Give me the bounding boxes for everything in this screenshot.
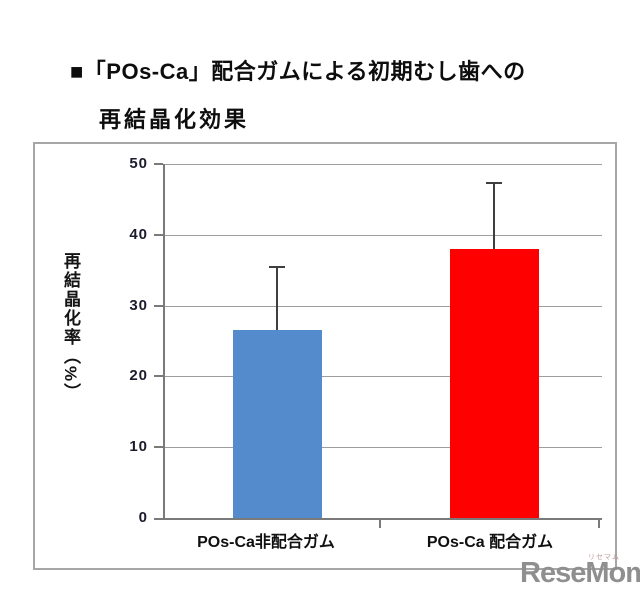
bar [232, 330, 322, 518]
y-axis-tick [154, 305, 163, 307]
bar [449, 249, 539, 518]
resemom-logo: ReseMom. [520, 557, 640, 589]
category-label: POs-Ca非配合ガム [197, 534, 335, 551]
y-axis-tick [154, 375, 163, 377]
y-axis-tick-label: 40 [129, 226, 148, 243]
y-axis-tick [154, 234, 163, 236]
y-axis-tick-label: 50 [129, 155, 148, 172]
error-bar-cap [486, 182, 502, 184]
gridline [165, 376, 602, 377]
gridline [165, 306, 602, 307]
y-axis-tick-label: 0 [138, 509, 148, 526]
x-axis-tick-end [598, 520, 600, 528]
chart-title-line2: 再結晶化効果 [99, 107, 250, 132]
y-axis-tick-label: 20 [129, 367, 148, 384]
y-axis-tick [154, 518, 163, 520]
error-bar [493, 183, 495, 249]
category-label: POs-Ca 配合ガム [426, 534, 554, 551]
chart-title-line1: ■「POs-Ca」配合ガムによる初期むし歯への [70, 59, 526, 84]
gridline [165, 235, 602, 236]
error-bar-cap [269, 266, 285, 268]
y-axis-tick-marks [154, 163, 163, 520]
gridline [165, 164, 602, 165]
y-axis-tick-labels: 0 10 20 30 40 50 [104, 155, 148, 526]
watermark-ruby-label: リセマム [588, 554, 620, 561]
y-axis-tick [154, 163, 163, 165]
gridline [165, 447, 602, 448]
y-axis-tick [154, 446, 163, 448]
y-axis-tick-label: 30 [129, 297, 148, 314]
plot-area [163, 164, 602, 520]
y-axis-title: 再結晶化率（%） [61, 252, 80, 403]
error-bar [276, 267, 278, 330]
y-axis-tick-label: 10 [129, 438, 148, 455]
x-axis-tick-center [379, 520, 381, 528]
